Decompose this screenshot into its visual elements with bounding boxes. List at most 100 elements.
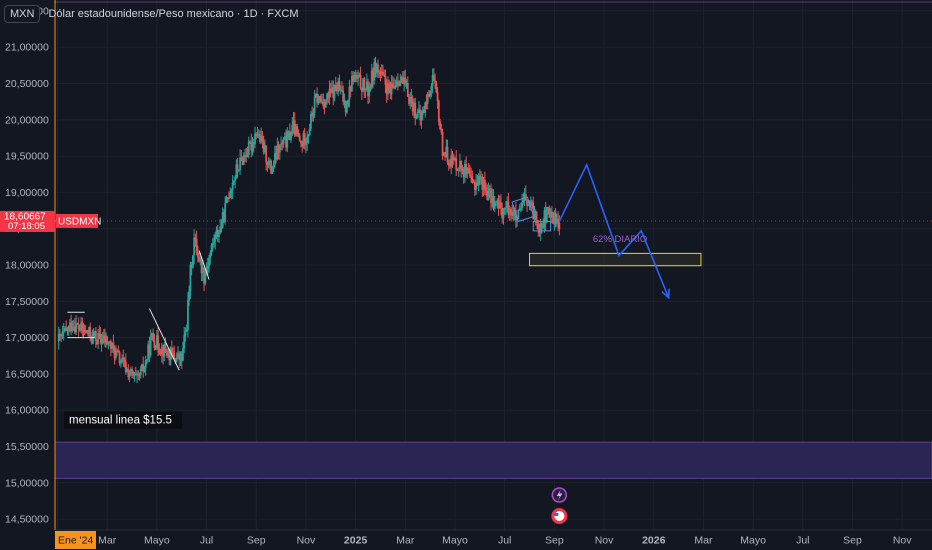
candle-body (318, 96, 321, 98)
candle-body (403, 77, 405, 84)
ticker-tag-label: USDMXN (58, 216, 101, 227)
candle-body (189, 264, 192, 292)
candle-body (72, 326, 75, 329)
candle-body (400, 77, 403, 82)
candle-body (235, 164, 238, 177)
candle-body (194, 237, 197, 239)
candle-body (208, 257, 210, 267)
candle-body (396, 81, 399, 83)
candle-body (167, 350, 169, 356)
candle-body (404, 77, 407, 85)
candle-body (436, 92, 439, 101)
candle-body (91, 332, 94, 341)
candle-body (375, 64, 378, 73)
candle-body (377, 64, 379, 72)
candle-body (155, 335, 158, 349)
candle-body (108, 341, 111, 343)
candle-body (431, 75, 434, 86)
candle-body (423, 109, 425, 113)
candle-body (285, 136, 287, 148)
candle-body (306, 136, 309, 143)
candle-body (200, 258, 203, 274)
candle-body (225, 197, 228, 204)
candle-body (143, 367, 146, 372)
candle-body (118, 351, 121, 364)
x-axis-panel (0, 530, 932, 550)
candle-body (393, 86, 396, 89)
candle-body (399, 81, 402, 86)
candle-body (252, 142, 255, 145)
candle-body (126, 369, 128, 373)
candle-body (391, 83, 394, 89)
candle-body (109, 341, 112, 349)
candle-body (532, 203, 535, 220)
fib-zone-label: 62% DIARIO (593, 234, 647, 245)
candle-body (230, 190, 233, 194)
candle-body (339, 89, 342, 91)
x-tick-label: Mayo (144, 535, 170, 547)
candle-body (360, 88, 363, 92)
candle-body (359, 75, 362, 89)
candle-body (82, 329, 85, 331)
candle-body (357, 75, 359, 79)
candle-body (346, 106, 348, 113)
fib-zone (529, 252, 702, 267)
candle-body (408, 96, 410, 104)
candle-body (265, 145, 268, 163)
candle-body (94, 331, 97, 342)
candle-body (401, 77, 404, 84)
candle-body (319, 97, 322, 102)
candle-body (165, 351, 168, 356)
candle-body (97, 333, 100, 345)
symbol-search-button[interactable]: MXN (4, 5, 41, 23)
candle-body (373, 62, 376, 81)
candle-body (88, 327, 91, 335)
candle-body (179, 353, 182, 360)
x-tick-label: Sep (545, 535, 564, 547)
candle-body (107, 342, 110, 344)
candle-body (99, 333, 102, 340)
candle-body (180, 353, 183, 361)
candle-body (457, 169, 460, 171)
candle-body (104, 335, 106, 343)
candle-body (239, 157, 241, 170)
candle-body (353, 75, 356, 82)
candle-body (128, 373, 131, 378)
candle-body (300, 141, 302, 144)
candle-body (102, 335, 105, 340)
candle-body (159, 352, 162, 355)
candle-body (329, 88, 332, 94)
candle-body (174, 358, 177, 363)
candle-body (240, 157, 243, 159)
candle-body (549, 211, 552, 218)
candle-body (547, 206, 550, 209)
candle-body (177, 353, 179, 358)
candle-body (322, 101, 325, 107)
candle-body (168, 350, 171, 361)
candle-body (508, 208, 511, 215)
x-tick-label: Jul (498, 535, 511, 547)
candle-body (260, 136, 263, 142)
candle-body (478, 175, 481, 180)
purple-zone (54, 441, 932, 479)
candle-body (493, 202, 496, 209)
candle-body (460, 161, 463, 169)
candle-body (428, 93, 430, 97)
candle-body (73, 326, 76, 333)
candle-body (537, 222, 540, 230)
candle-body (321, 101, 323, 103)
candle-body (343, 100, 346, 102)
candle-body (327, 93, 330, 98)
candle-body (116, 350, 119, 352)
candle-body (314, 93, 317, 97)
candle-body (554, 212, 557, 225)
candle-body (429, 90, 432, 97)
blue-pattern-box (532, 220, 552, 232)
candle-body (388, 82, 391, 90)
candle-body (250, 142, 253, 151)
candle-body (129, 369, 132, 374)
candle-body (416, 111, 419, 118)
candle-body (344, 100, 347, 113)
